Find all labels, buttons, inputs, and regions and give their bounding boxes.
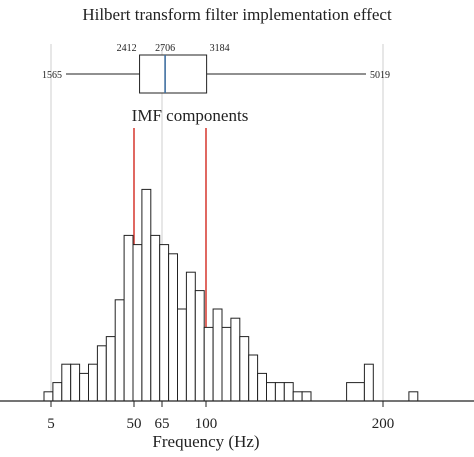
boxplot-label-q1: 2412 [117,43,137,54]
histogram-bar-7 [105,336,116,402]
histogram-bar-12 [150,234,161,402]
x-axis-ticks: 5 50 65 100 200 [47,401,394,432]
histogram-bar-9 [123,234,134,402]
histogram-bar-32 [408,391,419,402]
histogram-bar-28 [292,391,303,402]
histogram-bar-6 [96,345,107,402]
histogram-bar-30 [346,382,365,402]
boxplot-label-median: 2706 [155,43,175,54]
histogram-bar-2 [61,363,72,402]
boxplot: 1565 2412 2706 3184 5019 [42,43,390,94]
histogram-bar-31 [363,363,374,402]
histogram-bar-4 [79,372,89,402]
histogram-bar-26 [274,382,285,402]
histogram-bar-10 [132,244,143,402]
histogram-bar-29 [301,391,312,402]
histogram-bar-14 [168,253,179,402]
histogram-bar-20 [221,326,232,402]
boxplot-label-q3: 3184 [210,43,230,54]
boxplot-label-min: 1565 [42,70,62,81]
histogram-bar-5 [88,363,98,402]
histogram-bar-3 [70,363,81,402]
histogram-bar-21 [230,317,241,402]
histogram-bar-18 [203,326,214,402]
histogram-bar-27 [283,382,294,402]
histogram-bar-13 [159,244,170,402]
histogram-bar-16 [185,271,196,402]
histogram-bar-17 [194,290,205,402]
chart-subtitle: IMF components [132,106,249,125]
histogram-bar-25 [266,382,276,402]
histogram-bar-15 [177,308,187,402]
x-tick-label-1: 50 [127,416,142,432]
histogram-bar-0 [43,391,54,402]
histogram-bar-24 [257,372,268,402]
x-tick-label-4: 200 [372,416,395,432]
x-tick-label-2: 65 [155,416,170,432]
histogram-bar-22 [239,336,250,402]
boxplot-box [139,54,208,94]
histogram-bar-8 [114,299,125,402]
chart-title: Hilbert transform filter implementation … [82,5,392,24]
x-tick-label-3: 100 [195,416,218,432]
histogram-bar-1 [52,382,63,402]
histogram-bars [43,188,419,402]
boxplot-label-max: 5019 [370,70,390,81]
histogram-bar-23 [248,354,259,402]
x-tick-label-0: 5 [47,416,55,432]
histogram-bar-19 [212,308,223,402]
histogram-bar-11 [141,188,152,402]
x-axis-label: Frequency (Hz) [152,432,259,451]
